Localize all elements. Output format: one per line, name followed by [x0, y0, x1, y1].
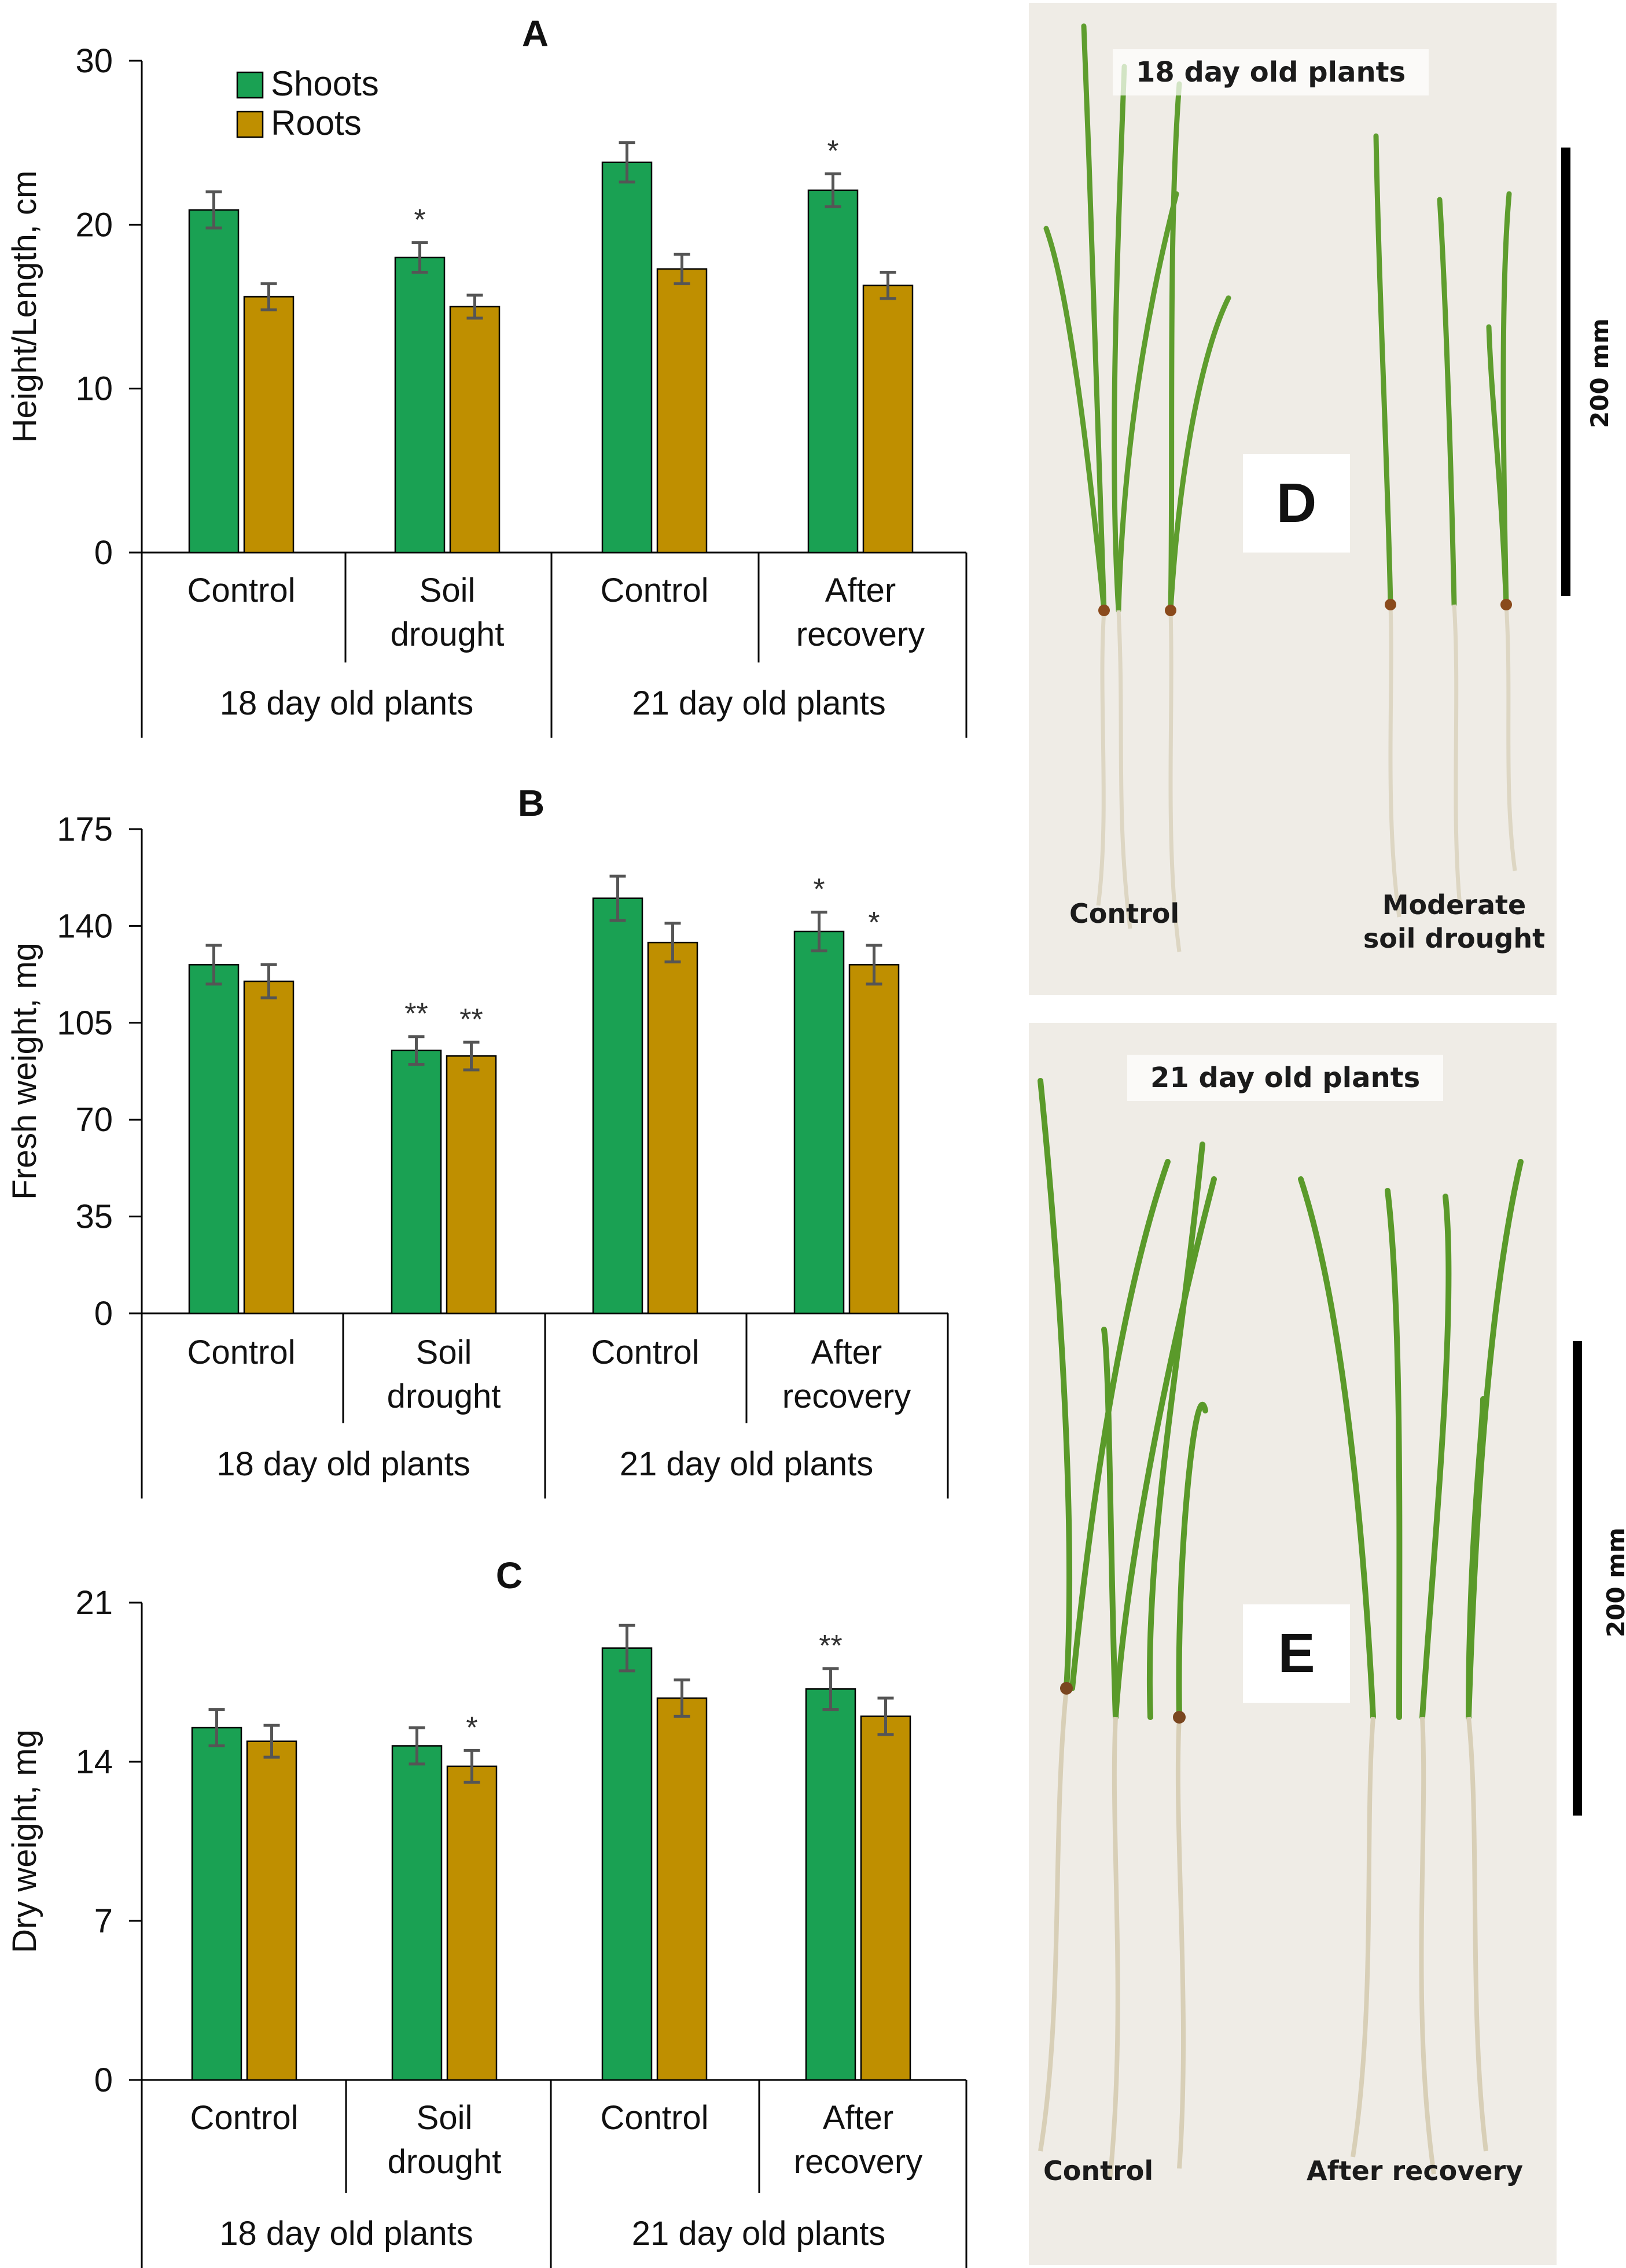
panel-a-ylabel: Height/Length, cm	[6, 171, 43, 443]
panel-b-category-label: After	[811, 1334, 882, 1371]
plant-illustration-d	[1043, 23, 1517, 952]
panel-c-category-label: After	[823, 2099, 894, 2137]
panel-c-bar-roots	[860, 1715, 911, 2081]
photo-d-drought-label: Moderate soil drought	[1363, 889, 1546, 954]
panel-c-ytick-label: 21	[75, 1584, 113, 1622]
photo-e-title: 21 day old plants	[1127, 1055, 1444, 1101]
panel-a-significance-mark: *	[414, 204, 425, 237]
legend-swatch-roots	[236, 111, 264, 138]
panel-b-bar-shoots	[592, 897, 643, 1315]
scalebar-e-label: 200 mm	[1602, 1527, 1626, 1637]
panel-b-category-label: recovery	[782, 1378, 911, 1415]
panel-b-significance-mark: *	[868, 906, 880, 940]
panel-c-bar-roots	[446, 1765, 498, 2081]
panel-a-category-label: Control	[601, 572, 709, 609]
panel-b-category-label: Soil	[416, 1334, 472, 1371]
bar-charts: A 0 10 20 30 Height/Length, cm Control Soil drou…	[6, 13, 967, 2268]
panel-c-group-label: 21 day old plants	[632, 2215, 886, 2252]
panel-b-category-label: drought	[387, 1378, 501, 1415]
panel-a-category-label: recovery	[796, 616, 925, 653]
panel-a-bar-shoots	[807, 189, 859, 554]
panel-b-significance-mark: **	[459, 1003, 483, 1036]
panel-c-category-label: Soil	[417, 2099, 473, 2137]
panel-letter-d: D	[1243, 454, 1350, 553]
panel-b-group-label: 21 day old plants	[620, 1445, 874, 1483]
panel-c-category-label: drought	[388, 2143, 502, 2181]
panel-c-ytick-label: 14	[75, 1743, 113, 1781]
panel-b-ytick-label: 105	[57, 1004, 113, 1042]
panel-c-category-label: Control	[601, 2099, 709, 2137]
panel-b-bar-roots	[647, 941, 698, 1315]
panel-b-bar-shoots	[391, 1050, 442, 1315]
panel-c-bar-shoots	[191, 1726, 242, 2081]
panel-b-significance-mark: *	[813, 872, 825, 906]
panel-b-category-label: Control	[591, 1334, 700, 1371]
panel-a-bar-roots	[862, 284, 914, 554]
panel-letter-e: E	[1243, 1604, 1350, 1703]
panel-c-bar-shoots	[601, 1647, 653, 2081]
panel-c-category-label: recovery	[794, 2143, 922, 2181]
panel-c-category-label: Control	[190, 2099, 299, 2137]
panel-b-bar-roots	[446, 1055, 497, 1315]
panel-a-significance-mark: *	[827, 135, 838, 168]
photo-panel-d: 18 day old plants D Control Moderate soi…	[1029, 3, 1557, 995]
panel-a-ytick-label: 10	[75, 370, 113, 408]
scalebar-d-label: 200 mm	[1585, 318, 1614, 428]
panel-c-bar-shoots	[805, 1688, 856, 2081]
panel-b-bar-shoots	[188, 964, 240, 1315]
panel-b-bar-roots	[848, 964, 900, 1315]
legend-label-roots: Roots	[271, 104, 362, 142]
photo-d-control-label: Control	[1069, 898, 1180, 929]
panel-c-bar-roots	[246, 1740, 297, 2081]
panel-b-group-label: 18 day old plants	[216, 1445, 470, 1483]
plant-illustration-e	[1038, 1078, 1524, 2181]
panel-a-bar-roots	[656, 268, 708, 554]
panel-a-ytick-label: 30	[75, 42, 113, 80]
panel-a-bar-roots	[449, 305, 501, 554]
panel-c-ytick-label: 0	[94, 2061, 113, 2099]
panel-a-category-label: Soil	[420, 572, 476, 609]
panel-a-group-label: 21 day old plants	[632, 684, 886, 722]
photo-e-recovery-label: After recovery	[1307, 2155, 1524, 2186]
panel-a-category-label: Control	[187, 572, 296, 609]
panel-a-ytick-label: 20	[75, 206, 113, 244]
panel-c-ytick-label: 7	[94, 1902, 113, 1940]
panel-b-significance-mark: **	[404, 997, 428, 1031]
panel-b-ylabel: Fresh weight, mg	[6, 942, 43, 1200]
panel-c-title: C	[496, 1555, 523, 1596]
scalebar-d	[1561, 148, 1570, 596]
photo-panel-e: 21 day old plants E Control After recove…	[1029, 1023, 1557, 2265]
panel-b-bar-roots	[243, 980, 295, 1315]
panel-b-ytick-label: 35	[75, 1198, 113, 1236]
panel-a-bar-shoots	[601, 161, 653, 554]
panel-a-bar-shoots	[188, 209, 240, 554]
panel-a-title: A	[522, 13, 549, 54]
panel-a-bar-roots	[243, 296, 295, 554]
panel-b-ytick-label: 140	[57, 907, 113, 945]
panel-c-significance-mark: **	[819, 1629, 842, 1663]
panel-b-ytick-label: 175	[57, 811, 113, 848]
panel-a-group-label: 18 day old plants	[220, 684, 474, 722]
panel-a-category-label: After	[825, 572, 896, 609]
legend-label-shoots: Shoots	[271, 64, 379, 103]
panel-c-significance-mark: *	[466, 1711, 477, 1744]
panel-b-ytick-label: 70	[75, 1101, 113, 1139]
panel-b-ytick-label: 0	[94, 1295, 113, 1332]
photo-d-title: 18 day old plants	[1113, 49, 1429, 95]
panel-a-category-label: drought	[391, 616, 505, 653]
panel-c-bar-roots	[656, 1697, 708, 2081]
panel-b-title: B	[518, 782, 545, 824]
panel-c-group-label: 18 day old plants	[219, 2215, 473, 2252]
panel-a-bar-shoots	[394, 256, 446, 554]
legend-swatch-shoots	[236, 71, 264, 99]
panel-c-ylabel: Dry weight, mg	[6, 1729, 43, 1953]
scalebar-e	[1573, 1341, 1582, 1816]
photo-e-control-label: Control	[1043, 2155, 1154, 2186]
panel-b-category-label: Control	[187, 1334, 296, 1371]
panel-b-bar-shoots	[793, 930, 845, 1315]
panel-c-bar-shoots	[391, 1745, 443, 2081]
panel-a-ytick-label: 0	[94, 534, 113, 572]
